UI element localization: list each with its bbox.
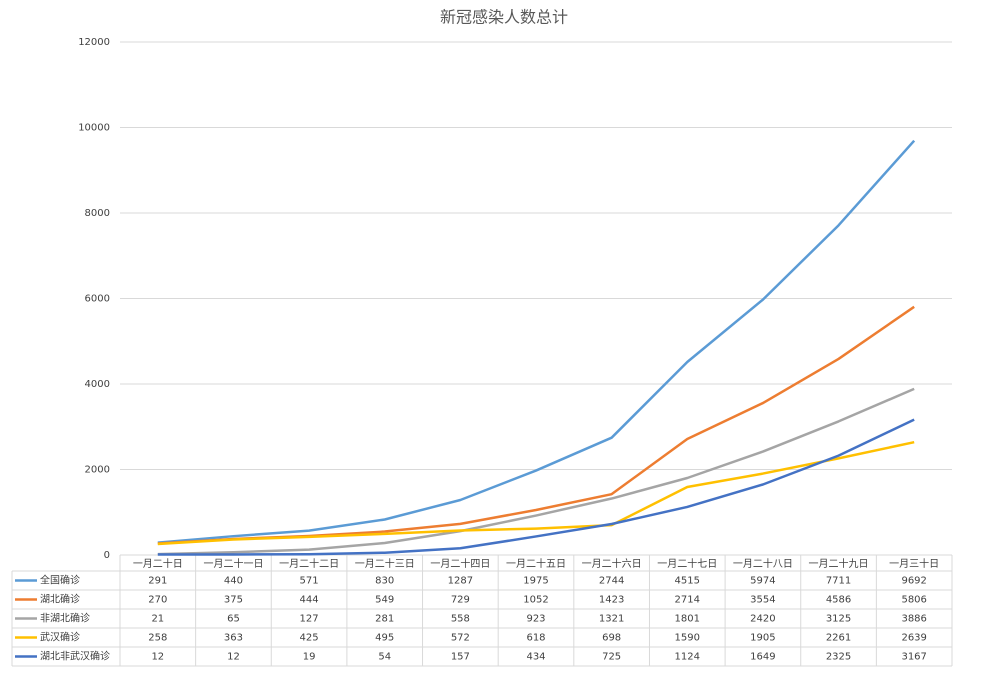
x-tick-label: 一月二十六日 (582, 557, 642, 570)
x-tick-label: 一月二十一日 (203, 557, 263, 570)
table-value: 4515 (675, 576, 700, 587)
table-value: 830 (375, 576, 394, 587)
table-value: 1124 (675, 652, 700, 663)
table-value: 291 (148, 576, 167, 587)
table-value: 618 (526, 633, 545, 644)
x-tick-label: 一月三十日 (889, 557, 939, 570)
table-value: 495 (375, 633, 394, 644)
chart-title: 新冠感染人数总计 (440, 8, 568, 27)
x-tick-label: 一月二十三日 (355, 557, 415, 570)
y-tick-label: 10000 (78, 123, 110, 134)
y-tick-label: 12000 (78, 37, 110, 48)
table-value: 2639 (901, 633, 926, 644)
table-value: 157 (451, 652, 470, 663)
table-value: 1052 (523, 595, 548, 606)
table-value: 19 (303, 652, 316, 663)
y-tick-label: 6000 (85, 294, 110, 305)
table-value: 65 (227, 614, 240, 625)
y-tick-label: 4000 (85, 379, 110, 390)
table-value: 9692 (901, 576, 926, 587)
table-value: 54 (378, 652, 391, 663)
table-value: 2261 (826, 633, 851, 644)
table-value: 1905 (750, 633, 775, 644)
table-value: 1321 (599, 614, 624, 625)
x-tick-label: 一月二十五日 (506, 557, 566, 570)
table-value: 3125 (826, 614, 851, 625)
table-value: 12 (227, 652, 240, 663)
table-value: 2714 (675, 595, 700, 606)
table-value: 434 (526, 652, 545, 663)
legend-label: 武汉确诊 (40, 631, 80, 644)
x-tick-label: 一月二十二日 (279, 557, 339, 570)
legend-label: 湖北确诊 (40, 593, 80, 606)
x-tick-label: 一月二十八日 (733, 557, 793, 570)
table-value: 12 (151, 652, 164, 663)
table-value: 21 (151, 614, 164, 625)
table-value: 444 (300, 595, 319, 606)
table-value: 363 (224, 633, 243, 644)
table-value: 375 (224, 595, 243, 606)
series-line (157, 418, 915, 556)
series-line (157, 139, 916, 544)
table-value: 4586 (826, 595, 851, 606)
table-value: 3554 (750, 595, 775, 606)
table-value: 1423 (599, 595, 624, 606)
table-value: 3886 (901, 614, 926, 625)
table-value: 440 (224, 576, 243, 587)
legend-label: 全国确诊 (40, 574, 80, 587)
table-value: 127 (300, 614, 319, 625)
legend-label: 湖北非武汉确诊 (40, 650, 110, 663)
y-tick-label: 2000 (85, 465, 110, 476)
series-line (157, 387, 915, 556)
table-value: 5806 (901, 595, 926, 606)
table-value: 729 (451, 595, 470, 606)
table-value: 549 (375, 595, 394, 606)
table-value: 258 (148, 633, 167, 644)
table-value: 1590 (675, 633, 700, 644)
table-value: 725 (602, 652, 621, 663)
table-value: 3167 (901, 652, 926, 663)
y-tick-label: 0 (104, 550, 110, 561)
x-tick-label: 一月二十七日 (657, 557, 717, 570)
x-tick-label: 一月二十九日 (809, 557, 869, 570)
table-value: 425 (300, 633, 319, 644)
legend-label: 非湖北确诊 (40, 612, 90, 625)
table-value: 558 (451, 614, 470, 625)
table-value: 1287 (448, 576, 473, 587)
table-value: 698 (602, 633, 621, 644)
series-line (157, 440, 915, 546)
table-value: 2744 (599, 576, 624, 587)
table-value: 572 (451, 633, 470, 644)
x-tick-label: 一月二十日 (133, 557, 183, 570)
table-value: 7711 (826, 576, 851, 587)
table-value: 1801 (675, 614, 700, 625)
table-value: 1649 (750, 652, 775, 663)
x-tick-label: 一月二十四日 (430, 557, 490, 570)
y-tick-label: 8000 (85, 208, 110, 219)
table-value: 281 (375, 614, 394, 625)
table-value: 2325 (826, 652, 851, 663)
table-value: 571 (300, 576, 319, 587)
table-value: 2420 (750, 614, 775, 625)
table-value: 5974 (750, 576, 775, 587)
table-value: 923 (526, 614, 545, 625)
table-value: 270 (148, 595, 167, 606)
table-value: 1975 (523, 576, 548, 587)
